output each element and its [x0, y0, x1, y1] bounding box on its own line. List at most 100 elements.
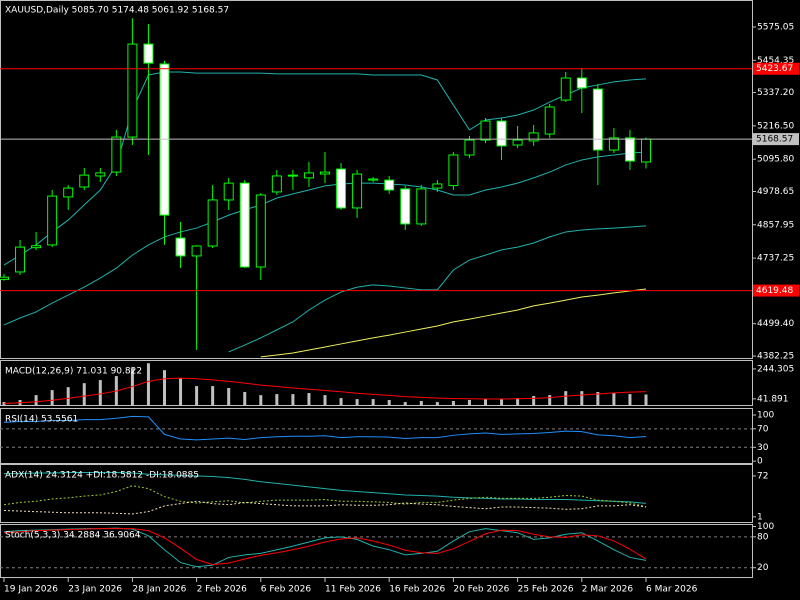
- time-label: 2 Feb 2026: [197, 585, 248, 595]
- histogram-bar: [484, 399, 487, 405]
- histogram-bar: [98, 380, 102, 405]
- histogram-bar: [195, 386, 199, 405]
- panel-title: Stoch(5,3,3) 34.2884 36.9064: [5, 531, 141, 541]
- histogram-bar: [82, 383, 86, 405]
- histogram-bar: [291, 394, 295, 405]
- histogram-bar: [644, 394, 648, 405]
- indicator-line: [3, 415, 647, 441]
- candle-body: [432, 183, 443, 189]
- adx-panel-frame: [0, 464, 753, 523]
- histogram-bar: [179, 378, 183, 405]
- time-label: 20 Feb 2026: [453, 585, 509, 595]
- candle-body: [608, 137, 619, 151]
- candle-body: [79, 174, 90, 188]
- histogram-bar: [467, 399, 471, 405]
- time-label: 16 Feb 2026: [389, 585, 445, 595]
- candle-body: [271, 175, 282, 193]
- y-tick-label: 5337.20: [757, 88, 794, 98]
- candle-body: [592, 88, 603, 151]
- y-tick-label: 5216.50: [757, 121, 794, 131]
- panel-plot: [0, 18, 752, 358]
- candle-body: [624, 137, 635, 162]
- histogram-bar: [548, 395, 552, 405]
- indicator-line: [3, 528, 647, 566]
- y-tick-label: 4857.95: [757, 220, 794, 230]
- price-label-box: [753, 62, 799, 75]
- histogram-bar: [243, 392, 247, 405]
- histogram-bar: [50, 390, 54, 405]
- price-label: 4619.48: [756, 286, 793, 296]
- histogram-bar: [628, 394, 632, 405]
- histogram-bar: [34, 395, 38, 405]
- y-tick-label: 100: [757, 411, 774, 421]
- histogram-bar: [612, 393, 616, 405]
- y-tick-label: 41.891: [757, 394, 789, 404]
- histogram-bar: [66, 387, 70, 405]
- stoch-panel-frame: [0, 524, 753, 578]
- candle-body: [303, 172, 314, 179]
- time-label: 6 Feb 2026: [261, 585, 312, 595]
- y-tick-label: 4978.65: [757, 187, 794, 197]
- main-panel-frame: [0, 0, 753, 359]
- y-tick-label: 72: [757, 471, 768, 481]
- candle-body: [448, 154, 459, 187]
- histogram-bar: [596, 392, 600, 405]
- indicator-line: [3, 485, 647, 508]
- panel-title: MACD(12,26,9) 71.031 90.822: [5, 367, 142, 377]
- time-label: 28 Jan 2026: [132, 585, 186, 595]
- histogram-bar: [532, 396, 536, 405]
- histogram-bar: [227, 388, 231, 405]
- indicator-line: [3, 71, 647, 266]
- y-tick-label: 5095.80: [757, 155, 794, 165]
- indicator-line: [260, 288, 647, 358]
- candle-body: [255, 194, 266, 268]
- time-label: 2 Mar 2026: [582, 585, 634, 595]
- y-tick-label: 4737.25: [757, 254, 794, 264]
- price-label-box: [753, 133, 799, 146]
- histogram-bar: [500, 399, 504, 405]
- histogram-bar: [516, 398, 520, 405]
- candle-body: [63, 187, 74, 198]
- price-label-box: [753, 284, 799, 297]
- y-tick-label: 0: [757, 457, 763, 467]
- candle-body: [223, 182, 234, 201]
- y-tick-label: 244.305: [757, 364, 794, 374]
- panel-plot: [0, 527, 752, 569]
- price-label: 5168.57: [756, 135, 793, 145]
- panel-title: ADX(14) 24.3124 +DI:18.5812 -DI:18.0885: [5, 471, 199, 481]
- histogram-bar: [580, 391, 584, 405]
- y-tick-label: 1: [757, 512, 763, 522]
- candle-body: [191, 245, 202, 257]
- candle-body: [175, 237, 186, 257]
- panel-plot: [3, 471, 647, 515]
- candle-body: [47, 195, 58, 246]
- candle-body: [95, 172, 106, 177]
- candle-body: [480, 120, 491, 141]
- candle-body: [464, 139, 475, 156]
- indicator-line: [3, 500, 647, 515]
- candle-body: [641, 138, 651, 163]
- y-tick-label: 4499.40: [757, 319, 794, 329]
- histogram-bar: [163, 370, 166, 405]
- y-tick-label: 70: [757, 424, 769, 434]
- panel-plot: [0, 415, 752, 448]
- candle-body: [31, 245, 42, 249]
- candle-body: [544, 106, 555, 135]
- candle-body: [368, 178, 379, 181]
- price-label: 5423.67: [756, 64, 793, 74]
- time-label: 6 Mar 2026: [646, 585, 698, 595]
- candle-body: [287, 174, 298, 177]
- panel-plot: [2, 363, 648, 405]
- time-label: 11 Feb 2026: [325, 585, 381, 595]
- candle-body: [416, 188, 427, 225]
- histogram-bar: [371, 399, 375, 405]
- candle-body: [576, 77, 587, 89]
- histogram-bar: [275, 394, 279, 405]
- y-tick-label: 4382.25: [757, 352, 794, 362]
- histogram-bar: [146, 363, 150, 405]
- histogram-bar: [2, 402, 6, 405]
- histogram-bar: [323, 395, 327, 405]
- candle-body: [336, 168, 347, 209]
